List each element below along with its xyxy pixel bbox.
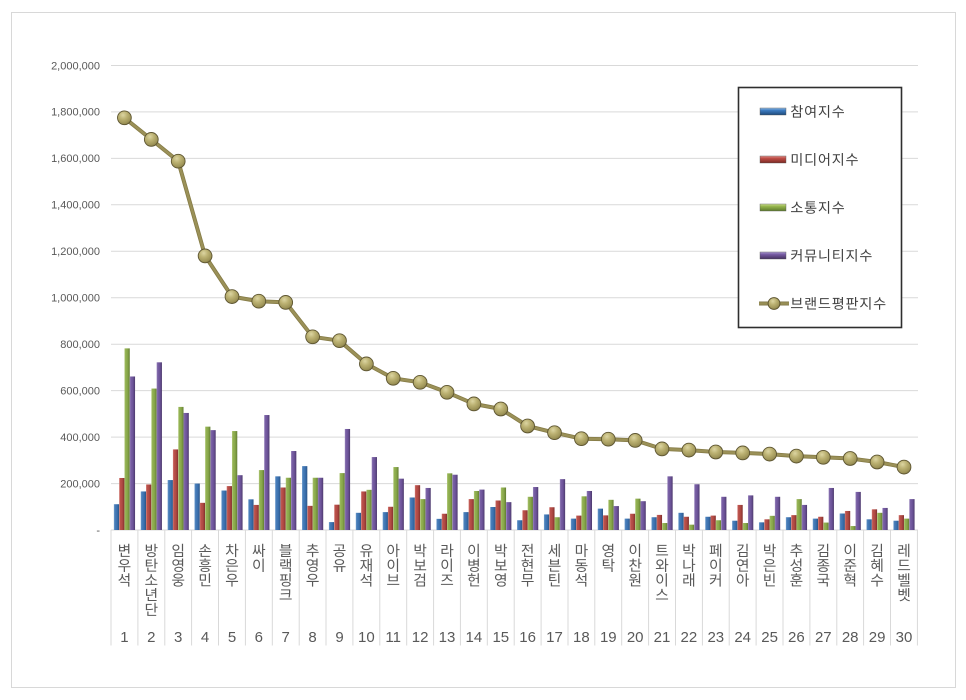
svg-text:23: 23 xyxy=(707,629,724,646)
svg-text:4: 4 xyxy=(201,629,209,646)
svg-text:1,600,000: 1,600,000 xyxy=(51,153,100,165)
svg-text:-: - xyxy=(96,525,100,537)
svg-text:27: 27 xyxy=(815,629,832,646)
svg-text:800,000: 800,000 xyxy=(60,339,100,351)
svg-text:400,000: 400,000 xyxy=(60,432,100,444)
svg-text:1,400,000: 1,400,000 xyxy=(51,200,100,212)
svg-text:12: 12 xyxy=(412,629,429,646)
svg-text:15: 15 xyxy=(492,629,509,646)
svg-text:11: 11 xyxy=(385,629,401,646)
svg-text:600,000: 600,000 xyxy=(60,385,100,397)
svg-text:24: 24 xyxy=(734,629,751,646)
svg-text:1,800,000: 1,800,000 xyxy=(51,107,100,119)
svg-text:18: 18 xyxy=(573,629,590,646)
svg-text:3: 3 xyxy=(174,629,182,646)
svg-text:9: 9 xyxy=(335,629,343,646)
svg-text:200,000: 200,000 xyxy=(60,478,100,490)
svg-text:8: 8 xyxy=(308,629,316,646)
svg-text:6: 6 xyxy=(255,629,263,646)
svg-text:1,200,000: 1,200,000 xyxy=(51,246,100,258)
svg-text:20: 20 xyxy=(627,629,644,646)
svg-text:5: 5 xyxy=(228,629,236,646)
svg-text:22: 22 xyxy=(681,629,698,646)
svg-text:2,000,000: 2,000,000 xyxy=(51,60,100,72)
svg-text:26: 26 xyxy=(788,629,805,646)
svg-text:2: 2 xyxy=(147,629,155,646)
svg-text:21: 21 xyxy=(654,629,671,646)
svg-text:14: 14 xyxy=(466,629,483,646)
svg-text:13: 13 xyxy=(439,629,456,646)
svg-text:19: 19 xyxy=(600,629,617,646)
svg-text:30: 30 xyxy=(896,629,913,646)
svg-text:1,000,000: 1,000,000 xyxy=(51,293,100,305)
svg-text:7: 7 xyxy=(282,629,290,646)
svg-text:25: 25 xyxy=(761,629,778,646)
svg-text:1: 1 xyxy=(120,629,128,646)
svg-text:16: 16 xyxy=(519,629,536,646)
svg-text:10: 10 xyxy=(358,629,375,646)
svg-text:28: 28 xyxy=(842,629,859,646)
svg-text:17: 17 xyxy=(546,629,563,646)
svg-text:29: 29 xyxy=(869,629,886,646)
